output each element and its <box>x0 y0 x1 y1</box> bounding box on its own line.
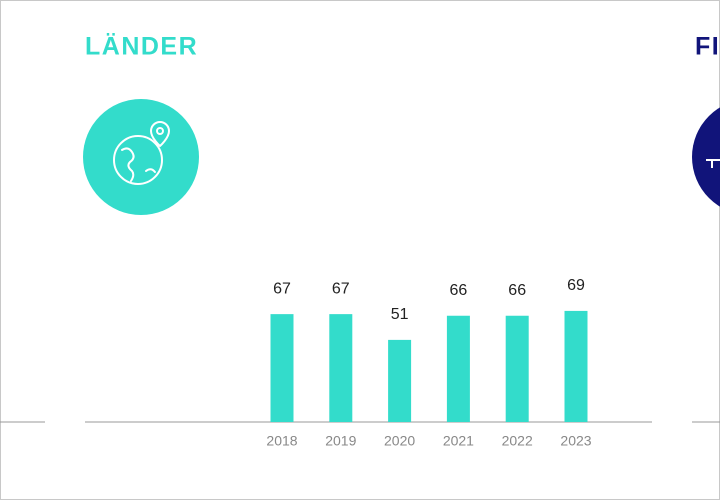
bar <box>505 315 529 422</box>
value-label: 66 <box>508 282 526 299</box>
bar <box>564 310 588 422</box>
bar <box>329 314 353 422</box>
x-tick-label: 2019 <box>325 433 356 449</box>
x-tick-label: 2018 <box>266 433 297 449</box>
value-label: 67 <box>273 280 291 297</box>
bar <box>446 315 470 422</box>
value-label: 51 <box>391 306 409 323</box>
x-tick-label: 2020 <box>384 433 415 449</box>
bar <box>270 314 294 422</box>
globe-icon <box>83 99 199 215</box>
next-panel-title: FI <box>695 33 720 61</box>
panel-title: LÄNDER <box>85 33 198 61</box>
x-tick-label: 2022 <box>502 433 533 449</box>
next-panel-icon <box>692 107 720 207</box>
value-label: 67 <box>332 280 350 297</box>
value-label: 69 <box>567 277 585 294</box>
value-label: 66 <box>450 282 468 299</box>
x-tick-label: 2021 <box>443 433 474 449</box>
bar <box>388 339 412 422</box>
x-tick-label: 2023 <box>560 433 591 449</box>
